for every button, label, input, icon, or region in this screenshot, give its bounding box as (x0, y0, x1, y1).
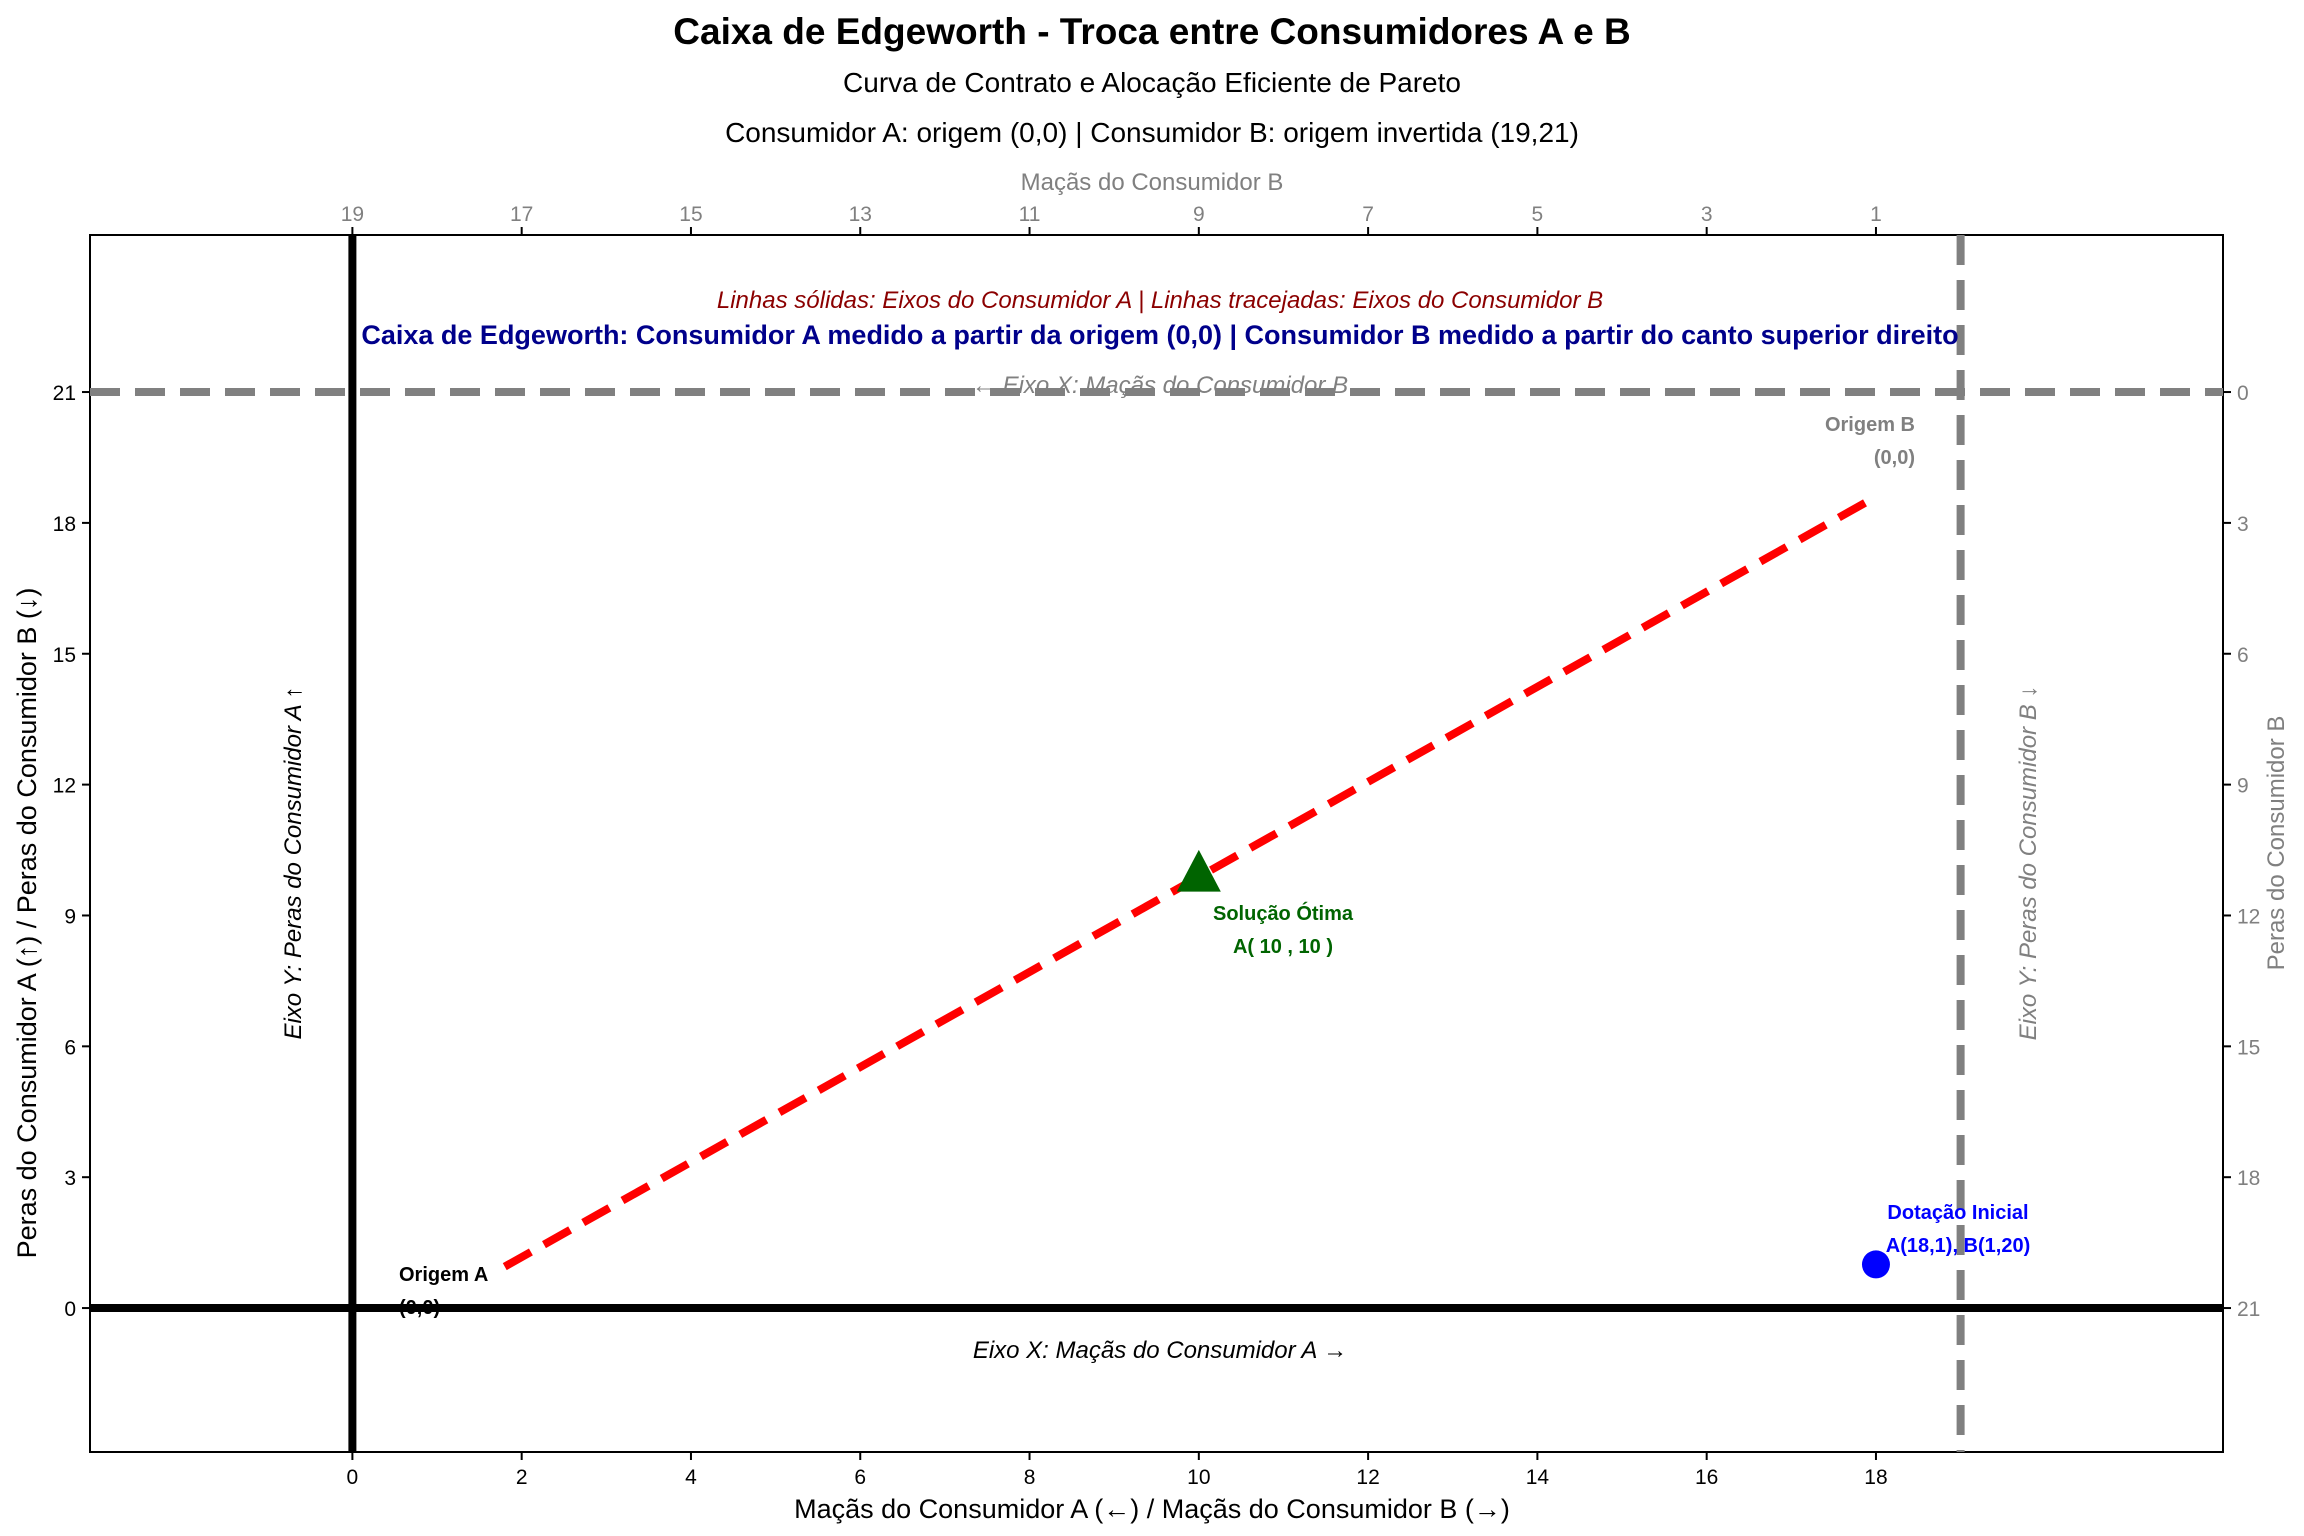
origin-b-label: Origem B (1825, 414, 1915, 436)
y-axis-label: Peras do Consumidor A (↑) / Peras do Con… (12, 588, 42, 1259)
x-tick-label: 18 (1864, 1466, 1887, 1489)
x-tick-label: 12 (1356, 1466, 1379, 1489)
x-tick-label: 8 (1024, 1466, 1036, 1489)
chart-title: Caixa de Edgeworth - Troca entre Consumi… (673, 11, 1630, 52)
optimal-marker (1176, 849, 1221, 892)
y-tick-label: 6 (64, 1036, 76, 1059)
origin-a-label: Origem A (399, 1264, 488, 1286)
right-y-axis-label: Peras do Consumidor B (2263, 716, 2290, 971)
y-tick-label: 21 (53, 382, 76, 405)
edgeworth-box-note: Caixa de Edgeworth: Consumidor A medido … (361, 320, 1958, 350)
axis-b-x-caption: ← Eixo X: Maçãs do Consumidor B (972, 372, 1348, 399)
y-tick-label: 3 (64, 1167, 76, 1190)
point-markers (1176, 849, 1890, 1279)
top-x-tick-label: 17 (510, 203, 533, 226)
chart-subtitle-2: Consumidor A: origem (0,0) | Consumidor … (725, 117, 1579, 148)
right-y-tick-label: 6 (2237, 644, 2249, 667)
y-tick-label: 18 (53, 513, 76, 536)
endowment-coords: A(18,1), B(1,20) (1886, 1235, 2031, 1257)
x-tick-label: 6 (854, 1466, 866, 1489)
axis-a-x-caption: Eixo X: Maçãs do Consumidor A → (973, 1337, 1347, 1364)
top-x-tick-label: 7 (1362, 203, 1374, 226)
chart-subtitle-1: Curva de Contrato e Alocação Eficiente d… (843, 67, 1461, 98)
x-tick-label: 16 (1695, 1466, 1718, 1489)
y-tick-label: 12 (53, 775, 76, 798)
y-tick-label: 15 (53, 644, 76, 667)
x-tick-label: 4 (685, 1466, 697, 1489)
consumer-a-axes (90, 235, 2223, 1452)
top-x-tick-label: 9 (1193, 203, 1205, 226)
top-x-tick-label: 15 (679, 203, 702, 226)
optimal-solution-coords: A( 10 , 10 ) (1233, 936, 1333, 958)
right-y-tick-label: 3 (2237, 513, 2249, 536)
right-y-tick-label: 15 (2237, 1036, 2260, 1059)
right-y-tick-label: 21 (2237, 1298, 2260, 1321)
top-x-axis-label: Maçãs do Consumidor B (1021, 169, 1284, 196)
endowment-marker (1861, 1250, 1890, 1279)
right-y-tick-label: 12 (2237, 905, 2260, 928)
x-tick-label: 10 (1187, 1466, 1210, 1489)
top-x-tick-label: 11 (1019, 203, 1041, 226)
top-x-tick-label: 1 (1870, 203, 1882, 226)
top-x-tick-label: 19 (341, 203, 364, 226)
axis-a-y-caption: Eixo Y: Peras do Consumidor A ↑ (280, 686, 307, 1039)
right-y-tick-label: 0 (2237, 382, 2249, 405)
optimal-solution-label: Solução Ótima (1213, 901, 1354, 925)
top-x-tick-label: 13 (849, 203, 872, 226)
y-tick-label: 0 (64, 1298, 76, 1321)
origin-b-coords: (0,0) (1874, 447, 1915, 469)
consumer-b-axes (90, 235, 2223, 1452)
x-tick-label: 0 (347, 1466, 359, 1489)
right-y-tick-label: 9 (2237, 775, 2249, 798)
endowment-label: Dotação Inicial (1887, 1202, 2028, 1224)
top-x-tick-label: 5 (1532, 203, 1544, 226)
plot-frame (89, 234, 2224, 1453)
line-style-legend: Linhas sólidas: Eixos do Consumidor A | … (717, 287, 1603, 314)
x-axis-label: Maçãs do Consumidor A (←) / Maçãs do Con… (794, 1494, 1510, 1524)
origin-a-coords: (0,0) (399, 1297, 440, 1319)
y-tick-label: 9 (64, 905, 76, 928)
right-y-tick-label: 18 (2237, 1167, 2260, 1190)
axis-b-y-caption: Eixo Y: Peras do Consumidor B ↓ (2015, 686, 2042, 1041)
x-tick-label: 2 (516, 1466, 528, 1489)
x-tick-label: 14 (1526, 1466, 1550, 1489)
top-x-tick-label: 3 (1701, 203, 1713, 226)
